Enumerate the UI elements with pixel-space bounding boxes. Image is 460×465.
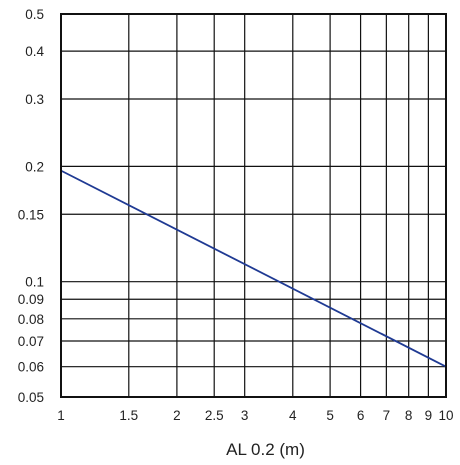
y-tick-label: 0.05 — [18, 390, 44, 405]
series-line — [60, 169, 447, 368]
x-tick-label: 2.5 — [205, 408, 224, 423]
x-tick-label: 5 — [326, 408, 334, 423]
y-tick-label: 0.1 — [25, 275, 44, 290]
x-tick-label: 4 — [289, 408, 297, 423]
y-tick-label: 0.2 — [25, 159, 44, 174]
y-tick-label: 0.07 — [18, 334, 44, 349]
y-tick-label: 0.3 — [25, 92, 44, 107]
plot-frame — [60, 13, 447, 398]
x-tick-label: 9 — [425, 408, 433, 423]
x-tick-label: 1 — [57, 408, 65, 423]
x-gridlines — [60, 14, 447, 397]
y-tick-label: 0.15 — [18, 207, 44, 222]
x-tick-label: 7 — [383, 408, 391, 423]
x-tick-label: 10 — [438, 408, 453, 423]
y-tick-label: 0.5 — [25, 7, 44, 22]
y-tick-labels: 0.05 0.06 0.07 0.08 0.09 0.1 0.15 0.2 0.3 0.4 0.5 — [18, 7, 45, 405]
x-tick-labels: 1 1.5 2 2.5 3 4 5 6 7 8 9 10 — [57, 408, 453, 423]
x-tick-label: 3 — [241, 408, 249, 423]
x-tick-label: 6 — [357, 408, 365, 423]
y-tick-label: 0.4 — [25, 44, 44, 59]
y-gridlines — [61, 13, 446, 398]
y-tick-label: 0.09 — [18, 292, 44, 307]
series-group — [60, 169, 447, 368]
x-tick-label: 2 — [173, 408, 181, 423]
x-tick-label: 8 — [405, 408, 413, 423]
x-axis-label: AL 0.2 (m) — [226, 440, 305, 459]
x-tick-label: 1.5 — [119, 408, 138, 423]
y-tick-label: 0.08 — [18, 312, 44, 327]
y-tick-label: 0.06 — [18, 360, 44, 375]
